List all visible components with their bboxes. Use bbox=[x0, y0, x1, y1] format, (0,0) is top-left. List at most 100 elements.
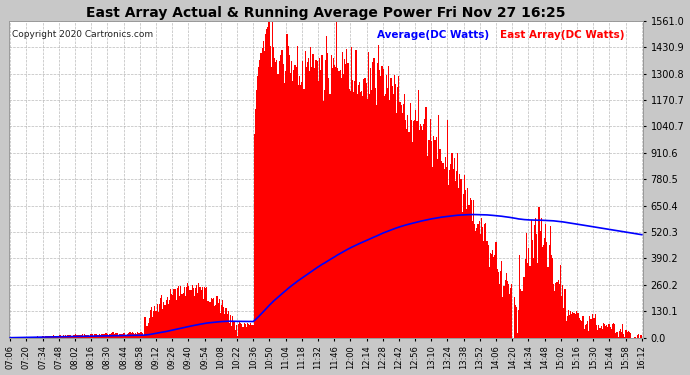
Bar bbox=[315, 60, 316, 338]
Bar bbox=[559, 284, 560, 338]
Bar bbox=[256, 90, 257, 338]
Bar bbox=[460, 179, 462, 338]
Bar bbox=[115, 333, 116, 338]
Bar bbox=[604, 324, 605, 338]
Bar bbox=[375, 88, 376, 338]
Bar bbox=[40, 337, 41, 338]
Title: East Array Actual & Running Average Power Fri Nov 27 16:25: East Array Actual & Running Average Powe… bbox=[86, 6, 566, 20]
Bar bbox=[497, 272, 499, 338]
Bar bbox=[578, 313, 579, 338]
Bar bbox=[484, 224, 485, 338]
Bar bbox=[58, 336, 59, 338]
Bar bbox=[118, 335, 119, 338]
Bar bbox=[36, 337, 37, 338]
Bar bbox=[57, 336, 58, 338]
Bar bbox=[55, 336, 56, 338]
Bar bbox=[117, 333, 118, 338]
Bar bbox=[546, 242, 547, 338]
Bar bbox=[385, 94, 386, 338]
Bar bbox=[123, 333, 124, 338]
Bar bbox=[159, 304, 160, 338]
Bar bbox=[451, 153, 453, 338]
Bar bbox=[616, 332, 618, 338]
Bar bbox=[519, 255, 520, 338]
Bar bbox=[515, 305, 516, 338]
Bar bbox=[467, 189, 469, 338]
Bar bbox=[543, 245, 544, 338]
Bar bbox=[446, 167, 447, 338]
Bar bbox=[86, 336, 88, 338]
Bar bbox=[95, 334, 97, 338]
Bar bbox=[237, 336, 238, 338]
Bar bbox=[602, 329, 603, 338]
Bar bbox=[251, 325, 253, 338]
Bar bbox=[447, 120, 448, 338]
Bar bbox=[59, 335, 61, 338]
Bar bbox=[511, 284, 513, 338]
Bar bbox=[188, 286, 189, 338]
Bar bbox=[291, 61, 292, 338]
Bar bbox=[226, 314, 228, 338]
Bar bbox=[310, 47, 311, 338]
Bar bbox=[298, 85, 299, 338]
Bar bbox=[482, 227, 483, 338]
Bar bbox=[609, 327, 611, 338]
Bar bbox=[295, 68, 297, 338]
Bar bbox=[389, 100, 391, 338]
Bar bbox=[575, 310, 577, 338]
Bar bbox=[56, 336, 57, 338]
Bar bbox=[361, 91, 362, 338]
Bar bbox=[172, 295, 173, 338]
Bar bbox=[127, 334, 128, 338]
Bar bbox=[132, 333, 134, 338]
Bar bbox=[195, 288, 196, 338]
Bar bbox=[158, 312, 159, 338]
Bar bbox=[603, 323, 604, 338]
Bar bbox=[264, 51, 265, 338]
Bar bbox=[641, 335, 642, 338]
Bar bbox=[199, 286, 201, 338]
Bar bbox=[203, 299, 204, 338]
Bar bbox=[268, 22, 270, 338]
Bar bbox=[101, 334, 102, 338]
Bar bbox=[517, 333, 518, 338]
Bar bbox=[627, 332, 628, 338]
Bar bbox=[463, 194, 464, 338]
Bar bbox=[337, 68, 338, 338]
Bar bbox=[501, 261, 502, 338]
Bar bbox=[83, 336, 84, 338]
Bar bbox=[411, 120, 412, 338]
Bar bbox=[394, 75, 395, 338]
Bar bbox=[561, 296, 562, 338]
Bar bbox=[442, 163, 444, 338]
Bar bbox=[125, 334, 126, 338]
Bar bbox=[454, 158, 455, 338]
Bar bbox=[529, 266, 531, 338]
Bar bbox=[322, 55, 323, 338]
Bar bbox=[206, 287, 208, 338]
Bar bbox=[382, 69, 384, 338]
Bar bbox=[276, 60, 277, 338]
Bar bbox=[495, 242, 497, 338]
Bar bbox=[128, 333, 130, 338]
Bar bbox=[527, 263, 529, 338]
Bar bbox=[32, 337, 33, 338]
Bar bbox=[388, 66, 389, 338]
Bar bbox=[106, 333, 107, 338]
Bar bbox=[341, 78, 342, 338]
Bar bbox=[257, 76, 258, 338]
Bar bbox=[169, 300, 170, 338]
Bar bbox=[316, 60, 317, 338]
Bar bbox=[508, 285, 509, 338]
Bar bbox=[324, 90, 325, 338]
Bar bbox=[301, 82, 302, 338]
Bar bbox=[152, 317, 153, 338]
Bar bbox=[465, 190, 466, 338]
Bar bbox=[270, 68, 272, 338]
Bar bbox=[178, 286, 179, 338]
Bar bbox=[190, 290, 192, 338]
Bar bbox=[238, 324, 239, 338]
Bar bbox=[164, 305, 166, 338]
Bar bbox=[560, 266, 561, 338]
Bar bbox=[472, 220, 473, 338]
